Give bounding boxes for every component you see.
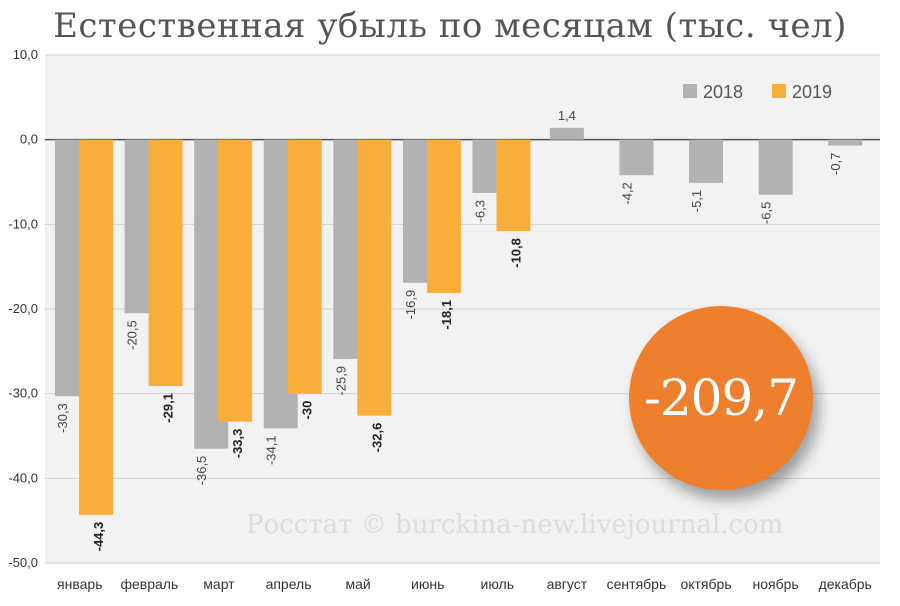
total-badge: -209,7 [629,306,813,490]
x-tick-label: февраль [120,576,178,592]
legend-swatch-2018 [683,84,697,98]
chart-watermark: Росстат © burckina-new.livejournal.com [246,510,784,540]
data-label-2018: -16,9 [403,290,418,320]
data-label-2019: -10,8 [509,238,524,268]
data-label-2019: -30 [300,401,315,420]
legend-label-2019: 2019 [792,82,832,102]
legend-swatch-2019 [772,84,786,98]
y-tick-label: -30,0 [8,386,38,401]
total-value: -209,7 [643,369,799,427]
x-tick-label: июль [481,576,514,592]
x-tick-label: декабрь [819,576,872,592]
data-label-2019: -33,3 [230,429,245,459]
x-tick-label: январь [57,576,102,592]
x-tick-label: ноябрь [753,576,799,592]
x-tick-label: март [203,576,235,592]
y-tick-label: 0,0 [20,132,38,147]
data-label-2018: -25,9 [333,366,348,396]
bar-2018 [828,139,863,146]
data-label-2018: -5,1 [689,190,704,212]
data-label-2018: -0,7 [828,153,843,175]
bar-2018 [689,139,724,183]
data-label-2019: -32,6 [369,423,384,453]
bar-2018 [549,127,584,140]
x-tick-label: август [547,576,588,592]
data-label-2019: -44,3 [91,522,106,552]
legend-label-2018: 2018 [703,82,743,102]
data-label-2018: -4,2 [619,182,634,204]
x-tick-label: май [346,576,371,592]
data-label-2018: -20,5 [125,320,140,350]
bar-2019 [79,139,113,515]
x-tick-label: сентябрь [607,576,667,592]
y-tick-label: -10,0 [8,216,38,231]
bar-2019 [148,139,183,387]
data-label-2018: -6,5 [759,202,774,224]
y-tick-label: -50,0 [8,555,38,570]
x-tick-label: октябрь [680,576,731,592]
bar-2019 [287,139,322,394]
bar-2019 [357,139,392,416]
data-label-2018: 1,4 [558,108,576,123]
y-tick-label: -40,0 [8,470,38,485]
data-label-2018: -6,3 [473,200,488,222]
bar-2019 [426,139,461,293]
x-tick-label: июнь [411,576,444,592]
bar-2018 [758,139,793,195]
y-tick-label: 10,0 [13,47,38,62]
data-label-2018: -36,5 [194,456,209,486]
data-label-2018: -30,3 [55,403,70,433]
y-tick-label: -20,0 [8,301,38,316]
bar-2019 [496,139,531,232]
data-label-2018: -34,1 [264,435,279,465]
chart-title: Естественная убыль по месяцам (тыс. чел) [53,6,847,46]
x-tick-label: апрель [266,576,312,592]
bar-2018 [619,139,654,176]
data-label-2019: -18,1 [439,300,454,330]
data-label-2019: -29,1 [161,393,176,423]
bar-2019 [218,139,253,422]
